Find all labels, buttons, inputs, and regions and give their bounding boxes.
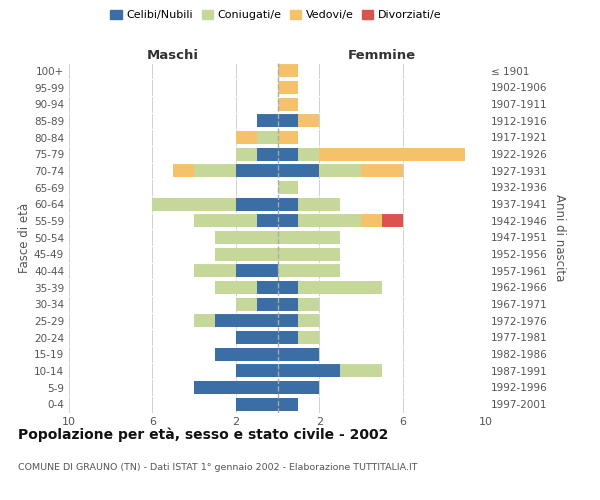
Bar <box>173 164 194 177</box>
Y-axis label: Anni di nascita: Anni di nascita <box>553 194 566 281</box>
Bar <box>277 198 298 210</box>
Bar <box>277 398 298 410</box>
Bar <box>277 214 298 228</box>
Bar <box>236 398 277 410</box>
Bar <box>361 164 403 177</box>
Y-axis label: Fasce di età: Fasce di età <box>18 202 31 272</box>
Bar <box>215 314 277 328</box>
Bar <box>277 114 298 128</box>
Bar <box>277 231 340 244</box>
Bar <box>236 131 257 144</box>
Bar <box>277 81 298 94</box>
Bar <box>277 148 298 160</box>
Bar <box>236 164 277 177</box>
Bar <box>319 164 361 177</box>
Bar <box>215 231 277 244</box>
Bar <box>298 331 319 344</box>
Bar <box>277 264 340 278</box>
Bar <box>277 164 319 177</box>
Bar <box>236 148 257 160</box>
Bar <box>298 148 319 160</box>
Bar <box>277 298 298 310</box>
Bar <box>277 281 298 294</box>
Bar <box>236 364 277 378</box>
Bar <box>236 331 277 344</box>
Bar <box>277 64 298 78</box>
Bar <box>298 298 319 310</box>
Bar <box>194 314 215 328</box>
Bar <box>257 281 277 294</box>
Bar <box>215 348 277 360</box>
Bar <box>236 298 257 310</box>
Text: Maschi: Maschi <box>147 48 199 62</box>
Bar <box>361 214 382 228</box>
Bar <box>236 264 277 278</box>
Bar <box>194 381 277 394</box>
Bar <box>257 114 277 128</box>
Bar <box>277 348 319 360</box>
Bar <box>194 214 257 228</box>
Bar <box>340 364 382 378</box>
Bar <box>257 131 277 144</box>
Bar <box>277 98 298 110</box>
Text: COMUNE DI GRAUNO (TN) - Dati ISTAT 1° gennaio 2002 - Elaborazione TUTTITALIA.IT: COMUNE DI GRAUNO (TN) - Dati ISTAT 1° ge… <box>18 462 418 471</box>
Bar <box>215 281 257 294</box>
Bar <box>298 214 361 228</box>
Bar <box>277 181 298 194</box>
Bar <box>382 214 403 228</box>
Bar <box>298 314 319 328</box>
Text: Femmine: Femmine <box>347 48 416 62</box>
Bar <box>277 248 340 260</box>
Text: Popolazione per età, sesso e stato civile - 2002: Popolazione per età, sesso e stato civil… <box>18 428 388 442</box>
Bar <box>298 198 340 210</box>
Bar <box>257 148 277 160</box>
Bar <box>277 131 298 144</box>
Legend: Celibi/Nubili, Coniugati/e, Vedovi/e, Divorziati/e: Celibi/Nubili, Coniugati/e, Vedovi/e, Di… <box>106 6 446 25</box>
Bar <box>257 214 277 228</box>
Bar <box>277 381 319 394</box>
Bar <box>298 281 382 294</box>
Bar <box>298 114 319 128</box>
Bar <box>277 314 298 328</box>
Bar <box>277 364 340 378</box>
Bar <box>194 164 236 177</box>
Bar <box>152 198 236 210</box>
Bar <box>319 148 465 160</box>
Bar <box>215 248 277 260</box>
Bar <box>194 264 236 278</box>
Bar <box>277 331 298 344</box>
Bar <box>236 198 277 210</box>
Bar <box>257 298 277 310</box>
